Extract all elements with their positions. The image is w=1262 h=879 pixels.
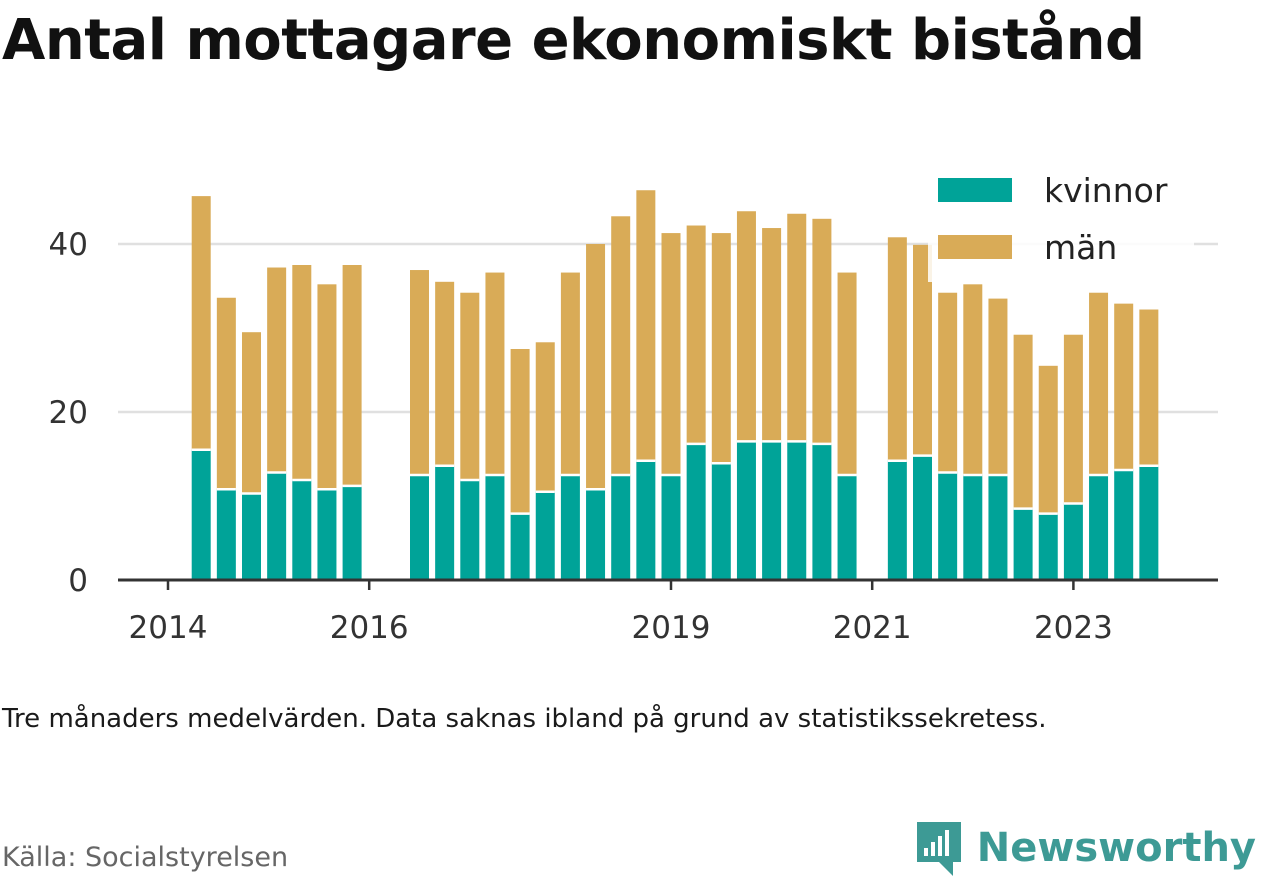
bar-kvinnor-5 bbox=[317, 489, 337, 580]
bar-kvinnor-12 bbox=[535, 491, 555, 580]
bar-kvinnor-2 bbox=[241, 493, 261, 580]
bar-man-19 bbox=[711, 233, 731, 464]
bar-man-18 bbox=[686, 225, 706, 444]
bar-kvinnor-27 bbox=[938, 472, 958, 580]
bar-man-13 bbox=[560, 272, 580, 475]
bar-man-2 bbox=[241, 332, 261, 494]
bar-kvinnor-33 bbox=[1089, 475, 1109, 580]
bar-kvinnor-19 bbox=[711, 463, 731, 580]
newsworthy-logo-icon bbox=[916, 822, 961, 876]
bar-man-33 bbox=[1089, 292, 1109, 475]
bar-man-24 bbox=[837, 272, 857, 475]
bar-man-34 bbox=[1114, 303, 1134, 470]
bar-man-28 bbox=[963, 284, 983, 475]
bar-man-25 bbox=[887, 237, 907, 461]
legend-swatch-kvinnor bbox=[938, 178, 1012, 202]
bar-man-17 bbox=[661, 233, 681, 475]
bar-kvinnor-23 bbox=[812, 443, 832, 580]
x-tick-label-2019: 2019 bbox=[632, 610, 711, 646]
bar-man-35 bbox=[1139, 309, 1159, 466]
x-tick-label-2021: 2021 bbox=[833, 610, 912, 646]
bar-kvinnor-15 bbox=[611, 475, 631, 580]
x-axis-ticks: 2014 2016 2019 2021 2023 bbox=[129, 580, 1113, 646]
bar-kvinnor-10 bbox=[485, 475, 505, 580]
bar-man-22 bbox=[787, 213, 807, 442]
bar-man-5 bbox=[317, 284, 337, 490]
bar-kvinnor-30 bbox=[1013, 508, 1033, 580]
bar-man-7 bbox=[410, 270, 429, 475]
bar-man-14 bbox=[586, 244, 606, 490]
bar-kvinnor-13 bbox=[560, 475, 580, 580]
source-note: Källa: Socialstyrelsen bbox=[2, 842, 289, 873]
bar-man-3 bbox=[267, 267, 287, 473]
bar-kvinnor-6 bbox=[342, 485, 362, 580]
bar-kvinnor-4 bbox=[292, 480, 312, 580]
bar-kvinnor-7 bbox=[410, 475, 429, 580]
y-tick-label-0: 0 bbox=[68, 563, 88, 599]
bar-man-23 bbox=[812, 218, 832, 444]
y-tick-label-40: 40 bbox=[49, 227, 88, 263]
bar-man-1 bbox=[216, 297, 236, 490]
bar-kvinnor-25 bbox=[887, 460, 907, 580]
bars bbox=[191, 190, 1159, 580]
bar-man-0 bbox=[191, 196, 211, 450]
stacked-bar-chart: 2014 2016 2019 2021 2023 0 20 40 kvinnor män bbox=[48, 164, 1218, 646]
x-tick-label-2023: 2023 bbox=[1034, 610, 1113, 646]
bar-kvinnor-28 bbox=[963, 475, 983, 580]
bar-man-16 bbox=[636, 190, 656, 461]
chart-title: Antal mottagare ekonomiskt bistånd bbox=[2, 8, 1145, 73]
bar-kvinnor-22 bbox=[787, 441, 807, 580]
bar-man-32 bbox=[1063, 334, 1083, 504]
bar-man-4 bbox=[292, 265, 312, 481]
brand-name: Newsworthy bbox=[976, 825, 1256, 871]
legend-label-man: män bbox=[1044, 228, 1117, 267]
bar-kvinnor-17 bbox=[661, 475, 681, 580]
y-axis-ticks: 0 20 40 bbox=[49, 227, 88, 599]
legend: kvinnor män bbox=[928, 164, 1194, 282]
bar-man-20 bbox=[736, 211, 756, 442]
bar-kvinnor-26 bbox=[913, 455, 932, 580]
bar-kvinnor-1 bbox=[216, 489, 236, 580]
y-tick-label-20: 20 bbox=[49, 395, 88, 431]
bar-kvinnor-16 bbox=[636, 460, 656, 580]
bar-kvinnor-20 bbox=[736, 441, 756, 580]
bar-kvinnor-24 bbox=[837, 475, 857, 580]
bar-man-30 bbox=[1013, 334, 1033, 509]
bar-man-29 bbox=[988, 298, 1008, 475]
legend-label-kvinnor: kvinnor bbox=[1044, 171, 1168, 210]
legend-swatch-man bbox=[938, 235, 1012, 259]
bar-man-15 bbox=[611, 216, 631, 475]
bar-kvinnor-31 bbox=[1038, 513, 1058, 580]
bar-kvinnor-14 bbox=[586, 489, 606, 580]
bar-kvinnor-34 bbox=[1114, 469, 1134, 580]
bar-man-11 bbox=[510, 349, 530, 514]
bar-kvinnor-21 bbox=[762, 441, 782, 580]
bar-kvinnor-32 bbox=[1063, 503, 1083, 580]
bar-man-21 bbox=[762, 228, 782, 442]
x-tick-label-2016: 2016 bbox=[330, 610, 409, 646]
bar-kvinnor-11 bbox=[510, 513, 530, 580]
bar-man-8 bbox=[435, 281, 455, 466]
bar-kvinnor-3 bbox=[267, 472, 287, 580]
bar-man-9 bbox=[460, 292, 480, 481]
bar-man-12 bbox=[535, 342, 555, 492]
bar-man-10 bbox=[485, 272, 505, 475]
bar-kvinnor-35 bbox=[1139, 465, 1159, 580]
bar-man-26 bbox=[913, 244, 932, 456]
bar-man-31 bbox=[1038, 365, 1058, 514]
bar-kvinnor-0 bbox=[191, 449, 211, 580]
chart-caption: Tre månaders medelvärden. Data saknas ib… bbox=[2, 704, 1047, 734]
bar-kvinnor-9 bbox=[460, 480, 480, 580]
brand-logo: Newsworthy bbox=[913, 818, 1256, 878]
x-tick-label-2014: 2014 bbox=[129, 610, 208, 646]
bar-kvinnor-8 bbox=[435, 465, 455, 580]
bar-kvinnor-29 bbox=[988, 475, 1008, 580]
bar-kvinnor-18 bbox=[686, 443, 706, 580]
bar-man-27 bbox=[938, 292, 958, 473]
bar-man-6 bbox=[342, 265, 362, 486]
